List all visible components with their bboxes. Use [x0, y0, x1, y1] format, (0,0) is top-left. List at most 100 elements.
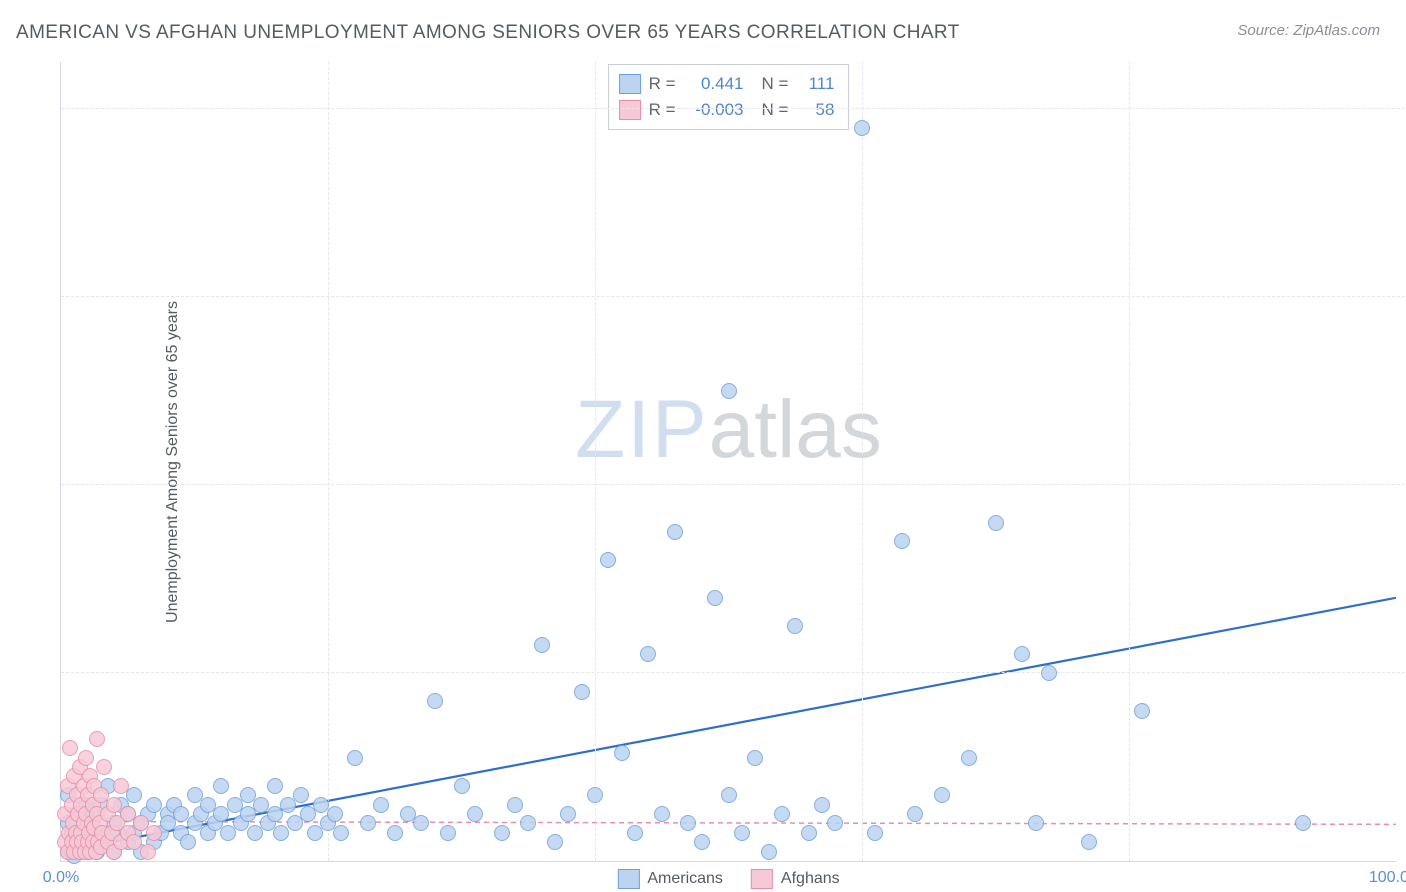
data-point: [680, 815, 696, 831]
data-point: [600, 552, 616, 568]
trend-lines: [61, 62, 1396, 861]
data-point: [787, 618, 803, 634]
x-tick-label: 100.0%: [1369, 869, 1406, 887]
stats-row: R = -0.003 N = 58: [619, 97, 835, 123]
data-point: [734, 825, 750, 841]
legend-swatch: [619, 74, 641, 94]
r-value: -0.003: [684, 97, 744, 123]
data-point: [126, 787, 142, 803]
legend-swatch: [619, 100, 641, 120]
data-point: [988, 515, 1004, 531]
data-point: [547, 834, 563, 850]
data-point: [867, 825, 883, 841]
gridline-vertical: [328, 62, 329, 861]
data-point: [387, 825, 403, 841]
data-point: [1134, 703, 1150, 719]
data-point: [1014, 646, 1030, 662]
r-label: R =: [649, 71, 676, 97]
data-point: [907, 806, 923, 822]
r-label: R =: [649, 97, 676, 123]
gridline-vertical: [862, 62, 863, 861]
data-point: [814, 797, 830, 813]
data-point: [267, 778, 283, 794]
gridline-horizontal: [61, 672, 1406, 673]
n-value: 58: [796, 97, 834, 123]
y-tick-label: 20.0%: [1400, 646, 1406, 664]
n-label: N =: [762, 97, 789, 123]
data-point: [1028, 815, 1044, 831]
data-point: [934, 787, 950, 803]
data-point: [1081, 834, 1097, 850]
data-point: [180, 834, 196, 850]
y-tick-label: 60.0%: [1400, 270, 1406, 288]
data-point: [89, 731, 105, 747]
data-point: [440, 825, 456, 841]
data-point: [293, 787, 309, 803]
legend-item: Afghans: [751, 869, 840, 889]
data-point: [587, 787, 603, 803]
trend-line: [61, 598, 1396, 852]
data-point: [827, 815, 843, 831]
data-point: [327, 806, 343, 822]
gridline-horizontal: [61, 108, 1406, 109]
data-point: [520, 815, 536, 831]
gridline-horizontal: [61, 484, 1406, 485]
n-value: 111: [796, 71, 834, 97]
data-point: [373, 797, 389, 813]
plot-container: Unemployment Among Seniors over 65 years…: [46, 62, 1396, 862]
y-tick-label: 80.0%: [1400, 82, 1406, 100]
data-point: [560, 806, 576, 822]
data-point: [507, 797, 523, 813]
data-point: [1295, 815, 1311, 831]
x-tick-label: 0.0%: [43, 869, 79, 887]
data-point: [62, 740, 78, 756]
legend-label: Afghans: [781, 870, 840, 888]
data-point: [113, 778, 129, 794]
data-point: [146, 825, 162, 841]
data-point: [574, 684, 590, 700]
data-point: [747, 750, 763, 766]
data-point: [894, 533, 910, 549]
data-point: [707, 590, 723, 606]
source-attribution: Source: ZipAtlas.com: [1237, 22, 1380, 39]
data-point: [694, 834, 710, 850]
r-value: 0.441: [684, 71, 744, 97]
legend-swatch: [751, 869, 773, 889]
legend-item: Americans: [617, 869, 723, 889]
data-point: [494, 825, 510, 841]
data-point: [654, 806, 670, 822]
data-point: [454, 778, 470, 794]
gridline-vertical: [1129, 62, 1130, 861]
data-point: [961, 750, 977, 766]
data-point: [140, 844, 156, 860]
data-point: [640, 646, 656, 662]
data-point: [467, 806, 483, 822]
data-point: [774, 806, 790, 822]
data-point: [801, 825, 817, 841]
stats-row: R = 0.441 N = 111: [619, 71, 835, 97]
legend-swatch: [617, 869, 639, 889]
data-point: [96, 759, 112, 775]
data-point: [347, 750, 363, 766]
header: AMERICAN VS AFGHAN UNEMPLOYMENT AMONG SE…: [0, 0, 1406, 54]
gridline-horizontal: [61, 296, 1406, 297]
data-point: [1041, 665, 1057, 681]
data-point: [667, 524, 683, 540]
data-point: [534, 637, 550, 653]
data-point: [854, 120, 870, 136]
data-point: [427, 693, 443, 709]
data-point: [721, 787, 737, 803]
data-point: [333, 825, 349, 841]
data-point: [627, 825, 643, 841]
scatter-plot: ZIPatlas R =0.441N =111R =-0.003N =58 Am…: [60, 62, 1396, 862]
legend-label: Americans: [647, 870, 723, 888]
data-point: [213, 778, 229, 794]
data-point: [413, 815, 429, 831]
chart-title: AMERICAN VS AFGHAN UNEMPLOYMENT AMONG SE…: [16, 22, 960, 44]
legend: Americans Afghans: [617, 869, 839, 889]
correlation-stats-box: R = 0.441 N = 111 R = -0.003 N = 58: [608, 64, 850, 130]
gridline-vertical: [595, 62, 596, 861]
n-label: N =: [762, 71, 789, 97]
data-point: [761, 844, 777, 860]
data-point: [78, 750, 94, 766]
